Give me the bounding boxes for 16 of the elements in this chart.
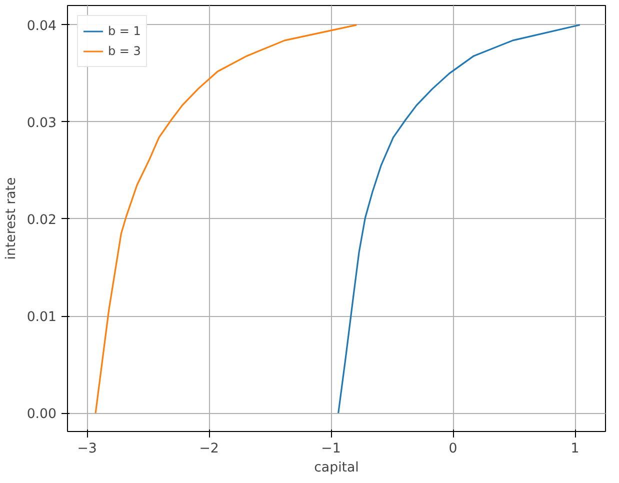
line-series: [338, 24, 581, 414]
x-tick-label: 0: [448, 442, 458, 456]
y-tick-label: 0.04: [26, 18, 57, 34]
y-axis-title: interest rate: [4, 177, 19, 260]
y-tick-label: 0.02: [26, 212, 57, 228]
y-tick-label: 0.00: [26, 407, 57, 422]
line-series: [94, 24, 358, 414]
legend-label: b = 3: [108, 44, 141, 58]
legend-label: b = 1: [108, 24, 141, 38]
x-tick-label: −1: [321, 442, 341, 456]
x-axis-title: capital: [314, 460, 359, 476]
y-tick-label: 0.03: [26, 116, 57, 131]
x-tick-label: 1: [570, 442, 580, 456]
x-tick-label: −3: [77, 442, 97, 456]
x-tick-label: −2: [199, 442, 219, 456]
y-tick-label: 0.01: [26, 310, 57, 326]
